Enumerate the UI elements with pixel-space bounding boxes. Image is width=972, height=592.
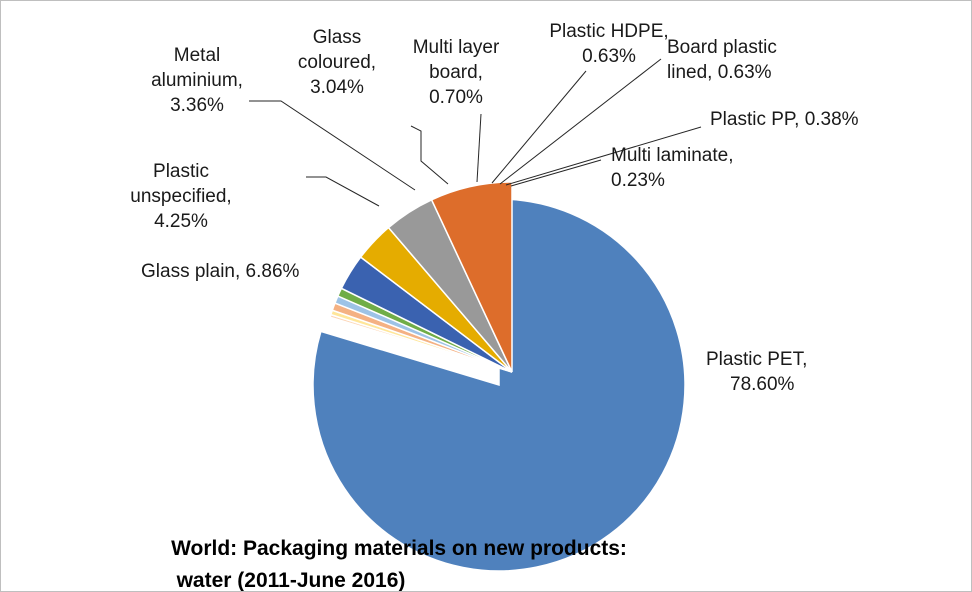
data-label-glass-coloured: Glass coloured, 3.04% bbox=[298, 27, 376, 98]
data-label-plastic-pp: Plastic PP, 0.38% bbox=[710, 109, 859, 130]
leader-lines bbox=[249, 58, 702, 207]
pie-slice-plastic-pet bbox=[312, 198, 686, 572]
leader-line-plastic-unspecified bbox=[306, 176, 380, 207]
leader-line-multi-layer-board bbox=[476, 113, 482, 183]
data-label-glass-plain: Glass plain, 6.86% bbox=[141, 261, 300, 282]
data-label-plastic-pet: Plastic PET, 78.60% bbox=[706, 349, 807, 395]
data-label-metal-aluminium: Metal aluminium, 3.36% bbox=[151, 45, 243, 116]
data-label-multi-layer-board: Multi layer board, 0.70% bbox=[413, 37, 500, 108]
data-labels: Plastic PET, 78.60% Multi laminate, 0.23% Pl… bbox=[130, 21, 858, 395]
leader-line-plastic-hdpe bbox=[491, 70, 587, 184]
chart-title-line-2: water (2011-June 2016) bbox=[176, 569, 406, 591]
leader-line-glass-coloured bbox=[410, 125, 449, 185]
slices-layer bbox=[312, 181, 686, 572]
leader-line-plastic-pp bbox=[505, 126, 702, 186]
leader-line-board-plastic-lined bbox=[499, 58, 662, 185]
data-label-plastic-hdpe: Plastic HDPE, 0.63% bbox=[549, 21, 668, 67]
pie-slice-glass-plain bbox=[430, 181, 513, 373]
chart-title: World: Packaging materials on new produc… bbox=[171, 537, 627, 591]
leader-line-metal-aluminium bbox=[249, 100, 416, 191]
chart-title-line-1: World: Packaging materials on new produc… bbox=[171, 537, 627, 560]
leader-line-multi-laminate bbox=[510, 159, 602, 187]
data-label-plastic-unspecified: Plastic unspecified, 4.25% bbox=[130, 161, 231, 232]
data-label-board-plastic-lined: Board plastic lined, 0.63% bbox=[667, 37, 777, 83]
data-label-multi-laminate: Multi laminate, 0.23% bbox=[611, 145, 734, 191]
